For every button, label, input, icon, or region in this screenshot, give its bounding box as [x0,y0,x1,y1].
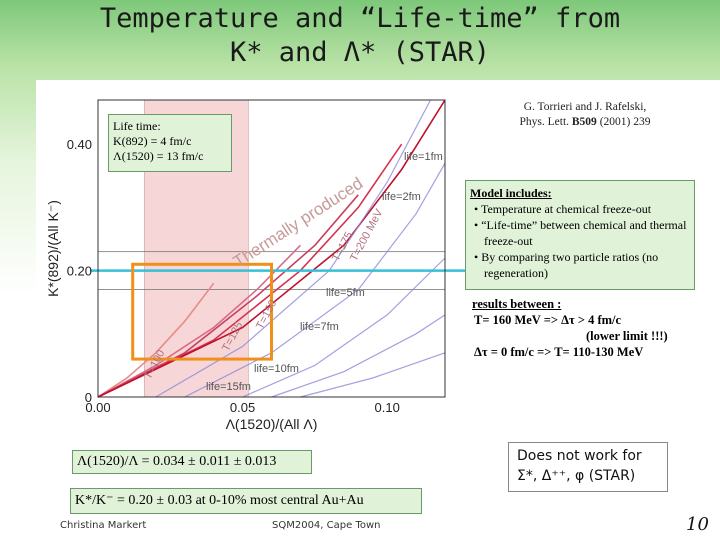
y-tick-label: 0.20 [67,264,92,279]
slide-title: Temperature and “Life-time” from K* and … [0,2,720,70]
model-item: • Temperature at chemical freeze-out [474,202,652,216]
lifetime-box: Life time: K(892) = 4 fm/c Λ(1520) = 13 … [108,114,232,172]
life-curve-2 [184,162,446,398]
kstar-ratio-box: K*/K⁻ = 0.20 ± 0.03 at 0-10% most centra… [70,488,422,514]
model-box: Model includes: • Temperature at chemica… [465,180,695,290]
life-curve-4 [271,314,446,398]
model-item-text: “Life-time” between chemical and thermal… [481,218,687,248]
lambda-ratio-box: Λ(1520)/Λ = 0.034 ± 0.011 ± 0.013 [72,450,312,474]
reference-rest: (2001) 239 [599,116,651,128]
does-not-work-box: Does not work for Σ*, Δ⁺⁺, φ (STAR) [508,442,668,492]
title-line-2: K* and Λ* (STAR) [229,37,491,68]
model-heading: Model includes: [470,186,552,200]
lifetime-title: Life time: [113,119,161,133]
page-number: 10 [686,514,709,535]
lifetime-kstar: K(892) = 4 fm/c [113,134,192,148]
results-line-3: Δτ = 0 fm/c => T= 110-130 MeV [474,345,644,359]
x-tick-label: 0.05 [230,400,255,415]
reference-journal-line: Phys. Lett. B509 (2001) 239 [500,115,670,130]
lifetime-lambda: Λ(1520) = 13 fm/c [113,149,204,163]
results-heading: results between : [472,297,562,311]
reference-citation: G. Torrieri and J. Rafelski, Phys. Lett.… [500,100,670,130]
y-axis-label: K*(892)/(All K⁻) [45,200,61,297]
model-list: • Temperature at chemical freeze-out • “… [470,201,692,281]
x-axis-label: Λ(1520)/(All Λ) [226,416,318,432]
x-tick-label: 0.10 [375,400,400,415]
title-line-1: Temperature and “Life-time” from [99,3,621,34]
results-block: results between : T= 160 MeV => Δτ > 4 f… [466,296,696,360]
x-tick-label: 0.00 [85,400,110,415]
y-tick-label: 0.40 [67,137,92,152]
results-line-1: T= 160 MeV => Δτ > 4 fm/c [474,313,622,327]
lifetime-label: life=2fm [382,191,421,203]
lifetime-label: life=10fm [254,363,299,375]
footer-conference: SQM2004, Cape Town [272,520,381,531]
results-line-2: (lower limit !!!) [586,329,668,343]
model-item: • “Life-time” between chemical and therm… [474,218,687,248]
highlight-box [131,262,273,361]
lifetime-label: life=15fm [206,381,251,393]
series-line-5 [97,99,446,398]
reference-journal: Phys. Lett. [519,116,570,128]
does-not-work-line-2: Σ*, Δ⁺⁺, φ (STAR) [517,468,636,484]
y-tick-label: 0 [85,390,92,405]
reference-authors: G. Torrieri and J. Rafelski, [523,101,647,113]
life-curve-3 [242,257,446,398]
model-item-text: By comparing two particle ratios (no reg… [481,250,659,280]
series-line-1 [97,282,215,398]
plot-frame [97,99,446,398]
does-not-work-line-1: Does not work for [517,448,642,464]
series-line-3 [97,194,359,398]
lifetime-label: life=5fm [326,287,365,299]
model-item: • By comparing two particle ratios (no r… [474,250,659,280]
reference-volume: B509 [571,116,597,128]
model-item-text: Temperature at chemical freeze-out [480,202,652,216]
lifetime-label: life=1fm [404,151,443,163]
life-curve-5 [300,352,446,398]
lifetime-label: life=7fm [300,321,339,333]
footer-author: Christina Markert [60,520,147,531]
